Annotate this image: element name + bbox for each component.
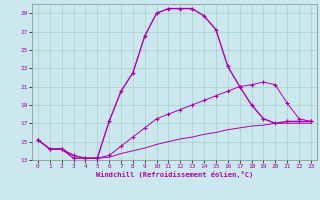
X-axis label: Windchill (Refroidissement éolien,°C): Windchill (Refroidissement éolien,°C) xyxy=(96,171,253,178)
